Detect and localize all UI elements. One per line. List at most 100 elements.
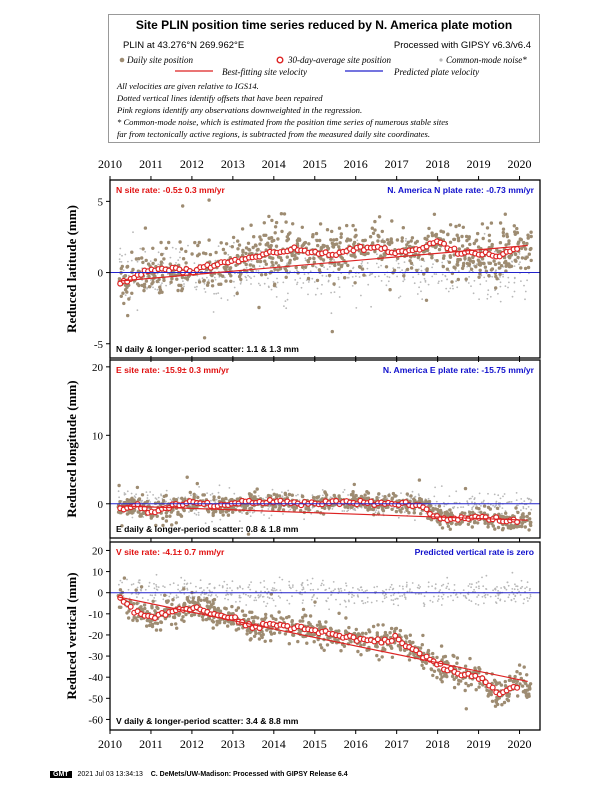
common-mode-point [468,497,471,500]
daily-point [135,282,140,286]
common-mode-point [364,590,367,592]
common-mode-point [402,588,404,590]
common-mode-point [346,510,348,513]
daily-point [139,585,144,589]
x-tick-label-top: 2015 [303,157,327,171]
daily-point [505,263,509,267]
daily-point [469,267,474,271]
common-mode-point [437,595,440,597]
common-mode-point [448,495,451,497]
common-mode-point [497,494,500,497]
daily-point [483,521,487,525]
daily-point [383,253,387,257]
daily-point [172,615,177,620]
common-mode-point [485,280,488,282]
common-mode-point [302,268,305,271]
x-tick-label-top: 2018 [426,157,450,171]
x-tick-label-top: 2017 [385,157,409,171]
daily-point [517,663,522,667]
common-mode-point [335,598,337,601]
common-mode-point [456,596,459,599]
daily-point [328,626,333,630]
daily-point [466,684,471,688]
common-mode-point [456,286,459,289]
common-mode-point [399,295,402,298]
daily-point [238,272,243,276]
common-mode-point [239,600,241,603]
daily-point [254,244,258,248]
common-mode-point [431,275,434,278]
common-mode-point [427,581,430,584]
common-mode-point [287,292,289,295]
common-mode-point [432,263,434,265]
common-mode-point [250,581,253,583]
daily-point [400,239,404,243]
common-mode-point [330,312,333,315]
common-mode-point [233,492,236,495]
daily-point [135,618,139,623]
daily-point [522,515,526,519]
daily-point [489,690,493,694]
common-mode-point [233,241,235,244]
daily-point [286,237,291,241]
daily-point [493,527,497,531]
daily-point [383,647,387,652]
common-mode-point [193,512,196,515]
y-tick-label: -30 [88,651,103,663]
common-mode-point [289,270,291,273]
average-point [423,506,430,513]
common-mode-point [352,508,355,511]
common-mode-point [380,280,383,282]
common-mode-point [481,595,484,598]
common-mode-point [420,265,423,268]
common-mode-point [522,507,525,510]
common-mode-point [403,278,406,281]
common-mode-point [351,276,354,278]
common-mode-point [175,262,177,264]
daily-point [432,212,437,216]
daily-point [301,243,306,247]
common-mode-point [462,594,465,597]
common-mode-point [312,594,315,597]
daily-point [488,507,492,511]
common-mode-point [419,281,422,283]
common-mode-point [218,584,221,587]
average-point [441,240,448,247]
daily-point [174,521,178,525]
common-mode-point [275,589,278,591]
common-mode-point [520,280,522,282]
common-mode-point [302,599,304,602]
daily-point [392,268,397,272]
daily-point [244,251,248,256]
common-mode-point [411,582,414,584]
daily-point [455,262,459,267]
daily-point [208,252,213,257]
daily-point [471,255,475,260]
daily-point [529,230,533,234]
common-mode-point [163,586,166,588]
common-mode-point [240,281,243,283]
daily-point [408,652,412,656]
common-mode-point [343,510,346,512]
common-mode-point [429,599,432,602]
daily-point [430,231,434,235]
common-mode-point [440,584,443,587]
common-mode-point [518,590,520,593]
common-mode-point [417,584,420,587]
daily-point [132,602,136,606]
common-mode-point [247,260,250,263]
daily-point [320,263,324,267]
daily-point [461,264,466,268]
daily-point [426,648,431,653]
common-mode-point [118,583,120,586]
common-mode-point [517,504,519,507]
daily-point [408,259,412,263]
daily-point [395,238,400,242]
common-mode-point [233,286,236,289]
daily-point [337,611,341,615]
common-mode-point [489,295,492,298]
daily-point [332,493,336,498]
common-mode-point [360,262,363,265]
common-mode-point [178,251,181,254]
daily-point [307,508,311,512]
